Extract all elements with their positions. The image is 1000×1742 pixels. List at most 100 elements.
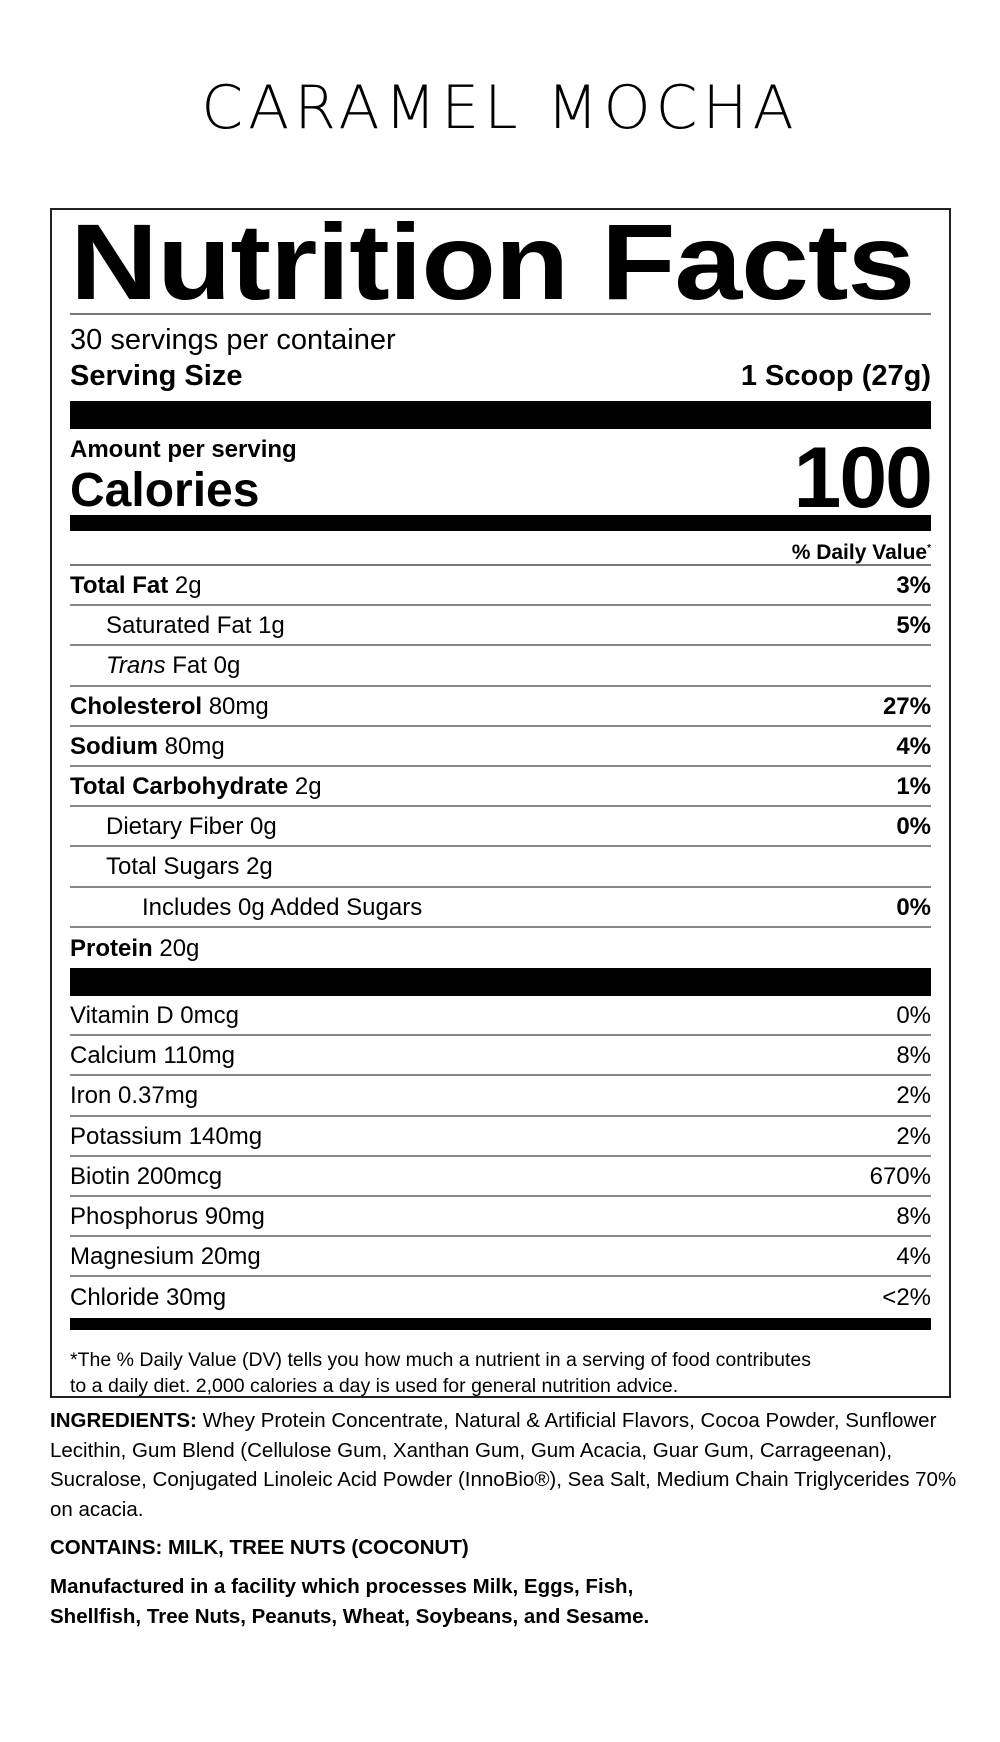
daily-value-header: % Daily Value*	[70, 536, 931, 566]
nutrient-label: Dietary Fiber 0g	[70, 813, 277, 841]
nutrient-name: Sodium	[70, 732, 158, 760]
ingredients-text: Whey Protein Concentrate, Natural & Arti…	[50, 1409, 957, 1522]
nutrient-row: Iron 0.37mg 2%	[70, 1076, 931, 1117]
daily-value-percent: 2%	[896, 1122, 931, 1150]
nutrient-amount: Fat 0g	[165, 652, 241, 680]
nutrient-amount: Magnesium 20mg	[70, 1243, 261, 1271]
product-title: CARAMEL MOCHA	[201, 73, 799, 143]
nutrient-name: Total Carbohydrate	[70, 773, 289, 801]
nutrient-label: Vitamin D 0mcg	[70, 1002, 239, 1030]
nutrient-row: Dietary Fiber 0g 0%	[70, 807, 931, 848]
nutrient-label: Phosphorus 90mg	[70, 1203, 265, 1231]
daily-value-footnote: *The % Daily Value (DV) tells you how mu…	[70, 1347, 931, 1399]
nutrient-row: Sodium 80mg 4%	[70, 727, 931, 767]
daily-value-percent: 5%	[896, 612, 931, 640]
daily-value-percent: 0%	[896, 893, 931, 921]
nutrition-facts-heading: Nutrition Facts	[70, 201, 915, 322]
nutrient-label: Potassium 140mg	[70, 1123, 262, 1151]
nutrient-amount: 20g	[152, 934, 200, 962]
allergen-contains: CONTAINS: MILK, TREE NUTS (COCONUT)	[50, 1536, 469, 1559]
nutrient-amount: Biotin 200mcg	[70, 1162, 223, 1190]
nutrient-label: Includes 0g Added Sugars	[70, 894, 422, 922]
nutrient-amount: Saturated Fat 1g	[106, 612, 285, 640]
serving-size-row: Serving Size 1 Scoop (27g)	[70, 359, 931, 393]
daily-value-percent: <2%	[882, 1284, 931, 1312]
divider	[70, 313, 931, 315]
facility-line: Shellfish, Tree Nuts, Peanuts, Wheat, So…	[50, 1605, 650, 1628]
nutrient-label: Saturated Fat 1g	[70, 612, 285, 640]
nutrient-amount: Chloride 30mg	[70, 1284, 227, 1312]
amount-per-serving: Amount per serving	[70, 436, 297, 463]
nutrient-label: Iron 0.37mg	[70, 1082, 198, 1110]
daily-value-percent: 0%	[896, 813, 931, 841]
daily-value-percent: 3%	[896, 572, 931, 600]
nutrient-row: Protein 20g	[70, 928, 931, 968]
nutrient-row: Trans Fat 0g	[70, 646, 931, 687]
facility-line: Manufactured in a facility which process…	[50, 1575, 634, 1598]
nutrient-row: Total Fat 2g 3%	[70, 566, 931, 607]
nutrient-label: Total Carbohydrate 2g	[70, 773, 322, 801]
nutrient-amount: Potassium 140mg	[70, 1122, 263, 1150]
nutrient-amount: Vitamin D 0mcg	[70, 1002, 239, 1030]
nutrient-label: Total Sugars 2g	[70, 853, 273, 881]
daily-value-header-text: % Daily Value	[791, 541, 928, 564]
nutrient-row: Total Sugars 2g	[70, 847, 931, 888]
nutrient-amount: 80mg	[158, 732, 225, 760]
daily-value-percent: 1%	[896, 773, 931, 801]
nutrient-name: Protein	[70, 934, 153, 962]
nutrient-amount: Phosphorus 90mg	[70, 1203, 265, 1231]
nutrient-row: Saturated Fat 1g 5%	[70, 606, 931, 647]
footnote-line: *The % Daily Value (DV) tells you how mu…	[70, 1349, 811, 1371]
serving-size-value: 1 Scoop (27g)	[740, 360, 931, 392]
nutrient-amount: Iron 0.37mg	[70, 1082, 199, 1110]
nutrition-facts-panel: Nutrition Facts 30 servings per containe…	[50, 208, 951, 1398]
nutrient-row: Magnesium 20mg 4%	[70, 1237, 931, 1278]
nutrient-amount: Includes 0g Added Sugars	[142, 893, 423, 921]
thick-divider	[70, 968, 931, 996]
nutrient-amount: Calcium 110mg	[70, 1042, 235, 1070]
nutrient-row: Total Carbohydrate 2g 1%	[70, 767, 931, 808]
nutrient-row: Cholesterol 80mg 27%	[70, 687, 931, 727]
nutrient-amount: 2g	[288, 773, 322, 801]
nutrient-row: Potassium 140mg 2%	[70, 1117, 931, 1157]
nutrient-row: Chloride 30mg <2%	[70, 1277, 931, 1317]
nutrient-name: Cholesterol	[70, 692, 203, 720]
nutrient-list: Total Fat 2g 3% Saturated Fat 1g 5% Trans Fa…	[70, 566, 931, 968]
ingredients-label: INGREDIENTS:	[50, 1409, 197, 1432]
thick-divider	[70, 401, 931, 429]
nutrient-row: Biotin 200mcg 670%	[70, 1157, 931, 1197]
nutrient-amount: 80mg	[202, 692, 269, 720]
nutrient-label: Calcium 110mg	[70, 1042, 235, 1070]
divider	[70, 564, 931, 566]
ingredients: INGREDIENTS: Whey Protein Concentrate, N…	[50, 1406, 960, 1525]
daily-value-percent: 27%	[882, 692, 931, 720]
daily-value-percent: 0%	[896, 1002, 931, 1030]
medium-divider	[70, 1318, 931, 1330]
medium-divider	[70, 515, 931, 531]
nutrient-label: Cholesterol 80mg	[70, 693, 269, 721]
nutrient-row: Includes 0g Added Sugars 0%	[70, 888, 931, 928]
nutrient-name: Trans	[106, 652, 166, 680]
nutrient-amount: 2g	[168, 572, 202, 600]
serving-size-label: Serving Size	[70, 360, 243, 392]
calories-label: Calories	[70, 464, 260, 517]
daily-value-percent: 4%	[896, 732, 931, 760]
daily-value-percent: 2%	[896, 1082, 931, 1110]
facility-statement: Manufactured in a facility which process…	[50, 1572, 960, 1632]
nutrient-row: Phosphorus 90mg 8%	[70, 1197, 931, 1238]
nutrient-label: Biotin 200mcg	[70, 1163, 222, 1191]
daily-value-percent: 4%	[896, 1243, 931, 1271]
asterisk: *	[927, 543, 931, 554]
nutrient-label: Magnesium 20mg	[70, 1243, 261, 1271]
calories-value: 100	[793, 430, 933, 526]
servings-per-container: 30 servings per container	[70, 324, 396, 356]
nutrient-label: Protein 20g	[70, 935, 199, 963]
nutrient-row: Vitamin D 0mcg 0%	[70, 996, 931, 1037]
nutrient-label: Trans Fat 0g	[70, 652, 240, 680]
daily-value-percent: 8%	[896, 1203, 931, 1231]
nutrient-name: Total Fat	[70, 572, 169, 600]
nutrient-amount: Total Sugars 2g	[106, 853, 273, 881]
footnote-line: to a daily diet. 2,000 calories a day is…	[70, 1375, 679, 1397]
nutrient-label: Total Fat 2g	[70, 572, 202, 600]
nutrient-label: Sodium 80mg	[70, 733, 225, 761]
